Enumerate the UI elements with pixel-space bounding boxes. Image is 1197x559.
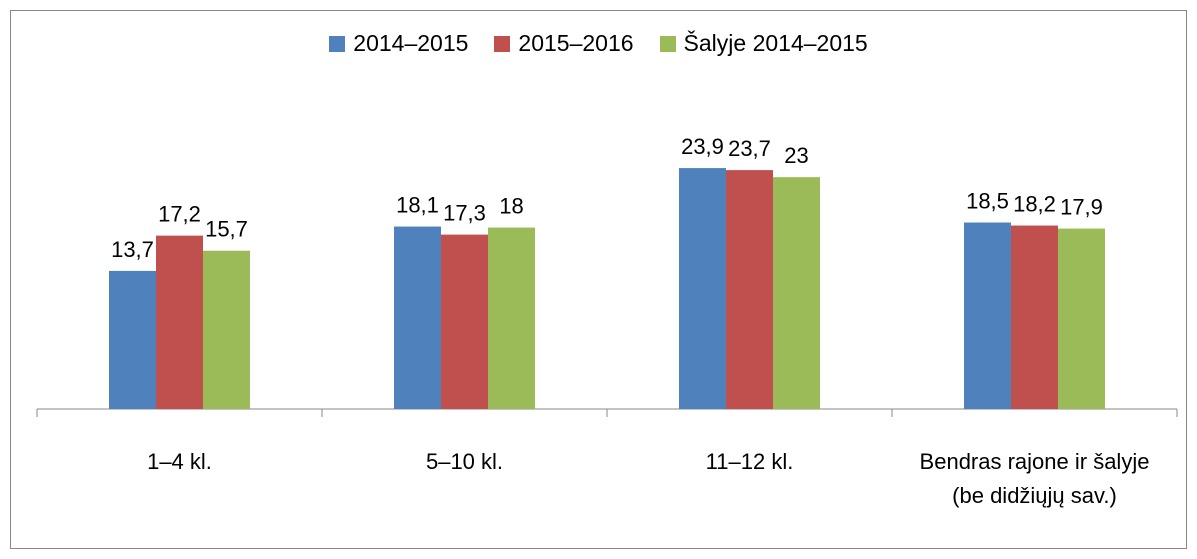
value-label: 17,9	[1060, 195, 1103, 220]
value-label: 23	[784, 143, 808, 168]
value-label: 15,7	[205, 217, 248, 242]
bar	[679, 168, 726, 409]
legend-swatch	[659, 35, 676, 52]
bar	[203, 250, 250, 409]
chart-border	[10, 10, 1187, 549]
value-label: 18,2	[1013, 192, 1056, 217]
x-tick-label: 1–4 kl.	[147, 449, 212, 474]
legend-item: Šalyje 2014–2015	[659, 30, 868, 57]
legend: 2014–2015 2015–2016 Šalyje 2014–2015	[0, 30, 1197, 57]
bar	[726, 170, 773, 409]
bar	[773, 177, 820, 409]
bar	[109, 270, 156, 409]
legend-label: 2015–2016	[518, 30, 634, 56]
bar	[488, 227, 535, 409]
value-label: 23,7	[728, 136, 771, 161]
x-tick-label: 5–10 kl.	[425, 449, 504, 474]
value-label: 18,1	[396, 193, 439, 218]
x-tick-label: Bendras rajone ir šalyje (be didžiųjų sa…	[919, 449, 1150, 508]
legend-label: 2014–2015	[353, 30, 469, 56]
value-label: 18,5	[966, 189, 1009, 214]
legend-swatch	[494, 35, 511, 52]
value-label: 17,2	[158, 202, 201, 227]
bar	[1011, 225, 1058, 409]
legend-label: Šalyje 2014–2015	[683, 30, 868, 56]
value-label: 13,7	[111, 237, 154, 262]
value-label: 18	[499, 194, 523, 219]
bar	[441, 234, 488, 409]
legend-item: 2015–2016	[494, 30, 634, 57]
value-label: 17,3	[443, 201, 486, 226]
legend-swatch	[329, 35, 346, 52]
x-tick-label: 11–12 kl.	[705, 449, 794, 474]
bar	[964, 222, 1011, 409]
bar	[394, 226, 441, 409]
bar	[156, 235, 203, 409]
legend-item: 2014–2015	[329, 30, 468, 57]
bar	[1058, 228, 1105, 409]
value-label: 23,9	[681, 134, 724, 159]
